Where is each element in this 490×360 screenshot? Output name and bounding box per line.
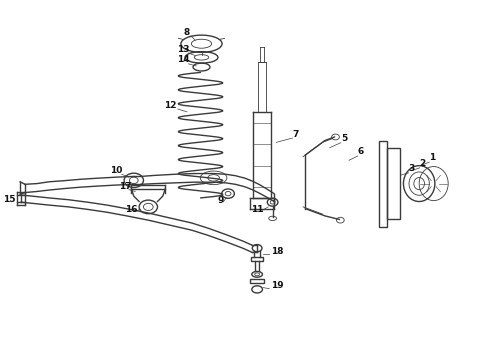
Text: 10: 10 [110, 166, 122, 175]
Bar [251, 257, 263, 261]
Text: 14: 14 [177, 55, 190, 64]
Text: 16: 16 [125, 205, 138, 214]
Bar [379, 140, 387, 226]
Text: 2: 2 [419, 159, 426, 168]
Text: 3: 3 [409, 164, 415, 173]
Text: 19: 19 [270, 281, 283, 290]
Text: 5: 5 [341, 134, 347, 143]
Text: 7: 7 [293, 130, 299, 139]
Bar [387, 148, 400, 220]
Bar [250, 279, 264, 283]
Text: 17: 17 [119, 181, 132, 190]
Text: 11: 11 [251, 204, 264, 213]
Text: 1: 1 [429, 153, 435, 162]
Text: 18: 18 [270, 247, 283, 256]
Text: 9: 9 [218, 196, 224, 205]
Text: 12: 12 [164, 101, 176, 110]
Text: 13: 13 [177, 45, 190, 54]
Text: 15: 15 [3, 195, 15, 204]
Text: 8: 8 [184, 28, 190, 37]
Text: 6: 6 [358, 147, 364, 156]
